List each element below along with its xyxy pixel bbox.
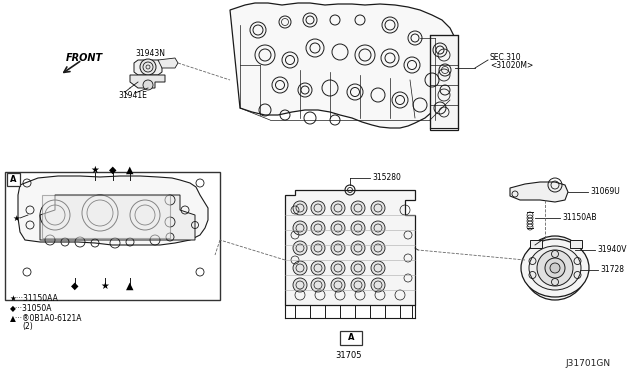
Circle shape bbox=[293, 278, 307, 292]
Text: ★: ★ bbox=[91, 165, 99, 175]
Bar bbox=[530, 240, 542, 248]
Text: 315280: 315280 bbox=[372, 173, 401, 183]
Text: ◆: ◆ bbox=[109, 165, 116, 175]
Circle shape bbox=[351, 201, 365, 215]
Circle shape bbox=[545, 258, 565, 278]
Circle shape bbox=[371, 261, 385, 275]
Bar bbox=[570, 240, 582, 248]
Circle shape bbox=[351, 261, 365, 275]
Polygon shape bbox=[230, 3, 458, 128]
Circle shape bbox=[331, 201, 345, 215]
Bar bbox=[5, 172, 220, 300]
Circle shape bbox=[293, 201, 307, 215]
Circle shape bbox=[529, 242, 581, 294]
Text: ★: ★ bbox=[100, 281, 109, 291]
Polygon shape bbox=[40, 195, 195, 240]
Polygon shape bbox=[510, 182, 568, 202]
Circle shape bbox=[331, 261, 345, 275]
Ellipse shape bbox=[529, 246, 581, 290]
Text: <31020M>: <31020M> bbox=[490, 61, 533, 71]
Text: 31069U: 31069U bbox=[590, 187, 620, 196]
Circle shape bbox=[371, 221, 385, 235]
Text: FRONT: FRONT bbox=[66, 53, 103, 63]
Circle shape bbox=[371, 241, 385, 255]
Text: 31150AB: 31150AB bbox=[562, 214, 596, 222]
Text: 31705: 31705 bbox=[335, 350, 362, 359]
Circle shape bbox=[311, 221, 325, 235]
Circle shape bbox=[331, 221, 345, 235]
Polygon shape bbox=[158, 58, 178, 68]
Text: 31943N: 31943N bbox=[135, 49, 165, 58]
Text: ◆: ◆ bbox=[71, 281, 79, 291]
Circle shape bbox=[140, 59, 156, 75]
Circle shape bbox=[331, 278, 345, 292]
Text: ★: ★ bbox=[12, 214, 20, 222]
Circle shape bbox=[351, 241, 365, 255]
Bar bbox=[42, 195, 170, 238]
Circle shape bbox=[371, 201, 385, 215]
Text: 31941E: 31941E bbox=[118, 90, 147, 99]
Text: ▲: ▲ bbox=[126, 281, 134, 291]
Text: ★···31150AA: ★···31150AA bbox=[10, 294, 59, 302]
Circle shape bbox=[311, 201, 325, 215]
Circle shape bbox=[371, 278, 385, 292]
Polygon shape bbox=[130, 75, 165, 88]
Text: ▲: ▲ bbox=[126, 165, 134, 175]
Polygon shape bbox=[18, 176, 208, 245]
Text: 31728: 31728 bbox=[600, 266, 624, 275]
Polygon shape bbox=[430, 35, 458, 130]
Text: SEC.310: SEC.310 bbox=[490, 54, 522, 62]
Circle shape bbox=[537, 250, 573, 286]
Ellipse shape bbox=[521, 239, 589, 297]
Circle shape bbox=[293, 261, 307, 275]
Polygon shape bbox=[285, 190, 415, 305]
Text: (2): (2) bbox=[22, 323, 33, 331]
Text: ◆···31050A: ◆···31050A bbox=[10, 304, 52, 312]
Circle shape bbox=[293, 221, 307, 235]
Bar bbox=[340, 331, 362, 345]
Text: 31940V: 31940V bbox=[597, 246, 627, 254]
Text: A: A bbox=[10, 174, 16, 183]
Text: A: A bbox=[348, 334, 355, 343]
Circle shape bbox=[351, 278, 365, 292]
Circle shape bbox=[143, 80, 153, 90]
Bar bbox=[7, 173, 20, 186]
Circle shape bbox=[311, 261, 325, 275]
Circle shape bbox=[331, 241, 345, 255]
Circle shape bbox=[550, 263, 560, 273]
Circle shape bbox=[311, 278, 325, 292]
Polygon shape bbox=[134, 60, 162, 75]
Text: ▲···®0B1A0-6121A: ▲···®0B1A0-6121A bbox=[10, 314, 83, 323]
Circle shape bbox=[311, 241, 325, 255]
Circle shape bbox=[351, 221, 365, 235]
Circle shape bbox=[537, 250, 573, 286]
Circle shape bbox=[293, 241, 307, 255]
Text: J31701GN: J31701GN bbox=[565, 359, 610, 369]
Circle shape bbox=[523, 236, 587, 300]
